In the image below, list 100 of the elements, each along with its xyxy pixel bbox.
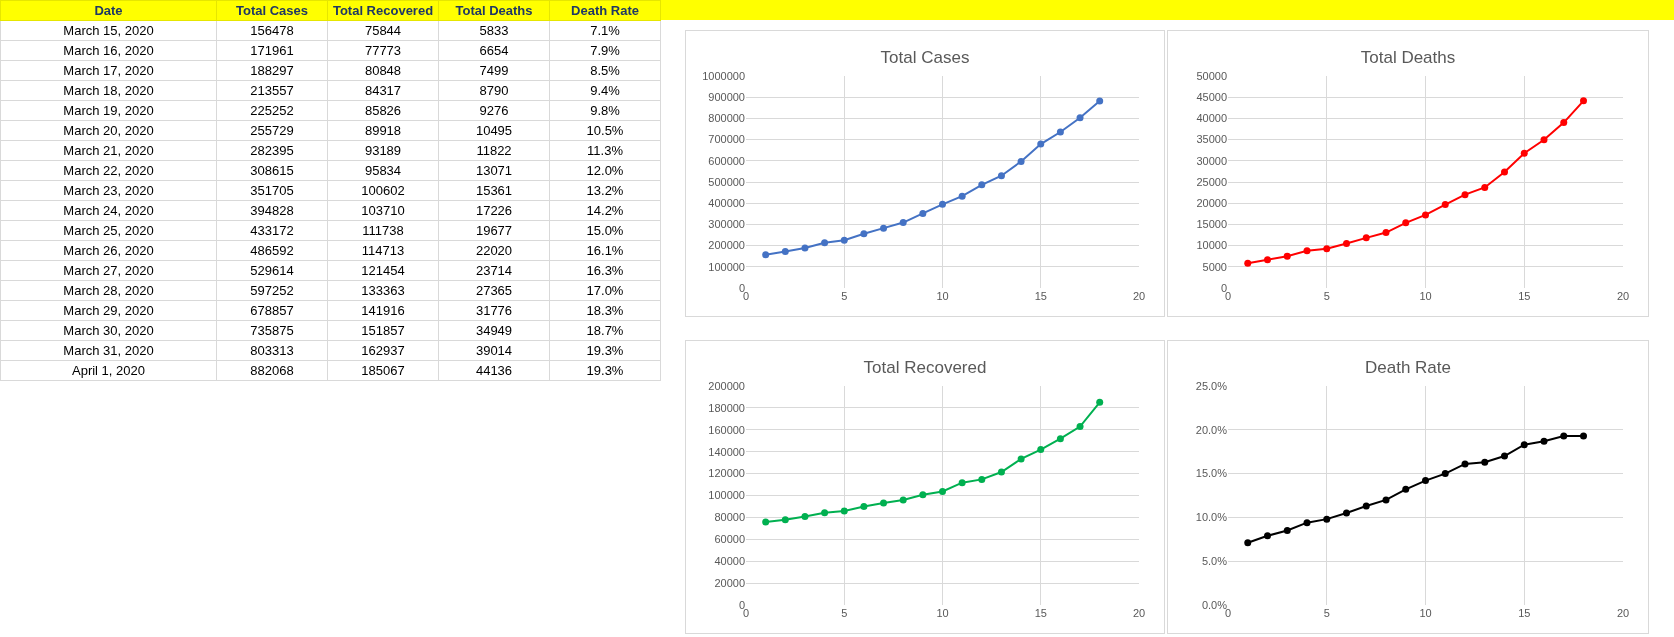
point xyxy=(1560,119,1568,127)
y-tick-label: 0 xyxy=(738,281,745,294)
y-tick-label: 20000 xyxy=(1196,197,1227,210)
point xyxy=(1382,496,1390,504)
x-tick-label: 10 xyxy=(936,290,949,302)
point xyxy=(997,172,1005,180)
data-label: 213557 xyxy=(216,80,328,101)
data-label: 15.0% xyxy=(549,220,661,241)
data-label: 597252 xyxy=(216,280,328,301)
data-label: 282395 xyxy=(216,140,328,161)
category-label: March 18, 2020 xyxy=(0,80,217,101)
category-label: March 30, 2020 xyxy=(0,320,217,341)
y-tick-label: 100000 xyxy=(708,489,745,502)
data-label: 8.5% xyxy=(549,60,661,81)
point xyxy=(1402,485,1410,493)
data-label: 27365 xyxy=(438,280,550,301)
data-label: 255729 xyxy=(216,120,328,141)
data-label: 141916 xyxy=(327,300,439,321)
data-label: 95834 xyxy=(327,160,439,181)
point xyxy=(1264,532,1271,540)
data-label: 7499 xyxy=(438,60,550,81)
point xyxy=(958,192,966,200)
point xyxy=(899,219,907,227)
x-tick-label: 15 xyxy=(1518,607,1531,619)
point xyxy=(1441,470,1449,478)
point xyxy=(1461,191,1469,199)
data-label: 19.3% xyxy=(549,340,661,361)
point xyxy=(1056,435,1064,443)
chart-title: Death Rate xyxy=(1365,358,1451,378)
data-label: 225252 xyxy=(216,100,328,121)
data-label: 171961 xyxy=(216,40,328,61)
data-label: 19677 xyxy=(438,220,550,241)
y-tick-label: 30000 xyxy=(1196,154,1227,167)
point xyxy=(762,518,770,526)
data-label: 22020 xyxy=(438,240,550,261)
data-label: 93189 xyxy=(327,140,439,161)
data-label: 44136 xyxy=(438,360,550,381)
y-tick-label: 300000 xyxy=(708,218,745,231)
y-tick-label: 20.0% xyxy=(1195,423,1228,436)
y-tick-label: 0 xyxy=(1220,281,1227,294)
y-tick-label: 15000 xyxy=(1196,218,1227,231)
point xyxy=(801,244,809,252)
data-label: 89918 xyxy=(327,120,439,141)
point xyxy=(1580,432,1587,440)
category-label: March 27, 2020 xyxy=(0,260,217,281)
data-label: 156478 xyxy=(216,20,328,41)
data-label: 7.1% xyxy=(549,20,661,41)
point xyxy=(1264,256,1271,264)
data-label: 7.9% xyxy=(549,40,661,61)
point xyxy=(1303,247,1311,255)
y-tick-label: 1000000 xyxy=(702,69,745,82)
point xyxy=(1096,398,1104,406)
point xyxy=(1362,502,1370,510)
category-label: April 1, 2020 xyxy=(0,360,217,381)
data-label: 803313 xyxy=(216,340,328,361)
data-label: 121454 xyxy=(327,260,439,281)
y-tick-label: 10.0% xyxy=(1195,511,1228,524)
data-label: 529614 xyxy=(216,260,328,281)
x-tick-label: 20 xyxy=(1616,290,1630,302)
point xyxy=(1481,458,1489,466)
data-label: 85826 xyxy=(327,100,439,121)
point xyxy=(1362,234,1370,242)
category-label: March 19, 2020 xyxy=(0,100,217,121)
point xyxy=(840,236,848,244)
category-label: March 26, 2020 xyxy=(0,240,217,261)
text: Date xyxy=(0,0,217,21)
data-label: 17226 xyxy=(438,200,550,221)
data-label: 77773 xyxy=(327,40,439,61)
point xyxy=(840,507,848,515)
category-label: March 16, 2020 xyxy=(0,40,217,61)
point xyxy=(801,512,809,520)
data-label: 18.3% xyxy=(549,300,661,321)
point xyxy=(1382,229,1390,237)
point xyxy=(1076,114,1084,122)
data-label: 10.5% xyxy=(549,120,661,141)
y-tick-label: 40000 xyxy=(1196,112,1227,125)
data-label: 13.2% xyxy=(549,180,661,201)
category-label: March 24, 2020 xyxy=(0,200,217,221)
data-label: 16.3% xyxy=(549,260,661,281)
data-label: 31776 xyxy=(438,300,550,321)
x-tick-label: 10 xyxy=(1419,607,1432,619)
data-label: 15361 xyxy=(438,180,550,201)
x-tick-label: 5 xyxy=(841,290,848,302)
text: Death Rate xyxy=(549,0,661,21)
data-label: 735875 xyxy=(216,320,328,341)
data-label: 19.3% xyxy=(549,360,661,381)
y-tick-label: 15.0% xyxy=(1195,467,1228,480)
y-tick-label: 400000 xyxy=(708,197,745,210)
y-tick-label: 20000 xyxy=(714,576,745,589)
data-label: 10495 xyxy=(438,120,550,141)
category-label: March 21, 2020 xyxy=(0,140,217,161)
text: Total Recovered xyxy=(327,0,439,21)
point xyxy=(1501,168,1508,176)
point xyxy=(1580,97,1587,105)
data-label: 9.4% xyxy=(549,80,661,101)
point xyxy=(1283,252,1291,260)
data-label: 6654 xyxy=(438,40,550,61)
category-label: March 17, 2020 xyxy=(0,60,217,81)
data-label: 351705 xyxy=(216,180,328,201)
data-label: 16.1% xyxy=(549,240,661,261)
